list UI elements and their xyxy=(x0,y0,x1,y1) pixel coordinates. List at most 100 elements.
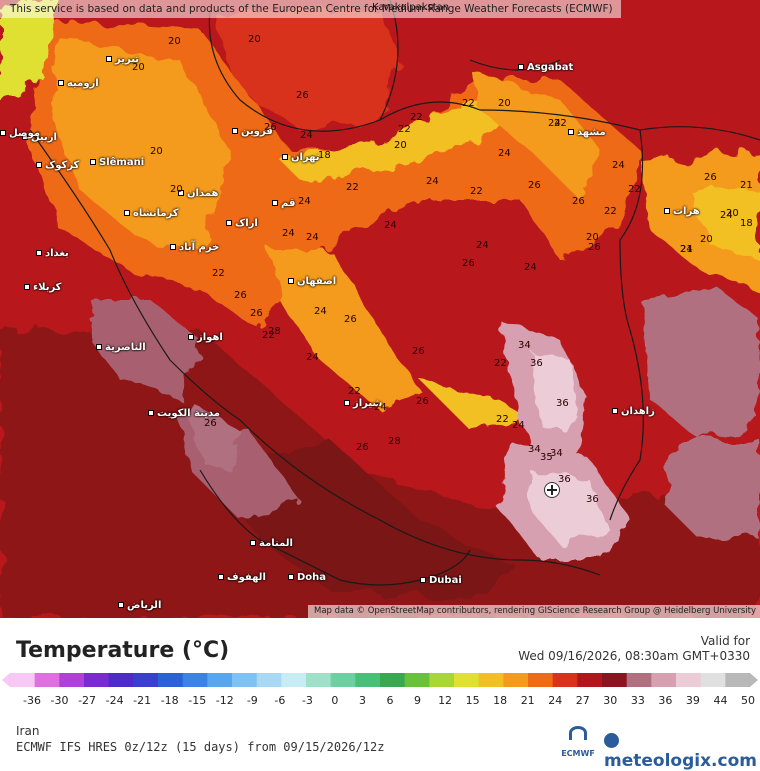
scale-tick-label: 44 xyxy=(713,694,728,707)
scale-tick-label: -21 xyxy=(133,694,152,707)
scale-tick-label: 36 xyxy=(658,694,673,707)
scale-swatch xyxy=(306,673,332,687)
contour-value: 22 xyxy=(496,414,509,425)
city-shiraz[interactable]: شیراز xyxy=(344,398,382,409)
scale-swatch xyxy=(429,673,455,687)
ecmwf-logo[interactable]: ECMWF xyxy=(560,724,596,758)
scale-swatch xyxy=(232,673,258,687)
city-mashhad[interactable]: مشهد xyxy=(568,127,606,138)
city-herat[interactable]: هرات xyxy=(664,206,700,217)
city-qom[interactable]: قم xyxy=(272,198,295,209)
city-mosul[interactable]: موصل xyxy=(0,128,40,139)
contour-value: 20 xyxy=(586,232,599,243)
city-qazvin[interactable]: قزوین xyxy=(232,126,273,137)
contour-value: 36 xyxy=(530,358,543,369)
city-doha[interactable]: Doha xyxy=(288,572,326,583)
city-erbil[interactable]: اربیل xyxy=(22,132,57,143)
contour-value: 21 xyxy=(680,244,693,255)
contour-value: 34 xyxy=(528,444,541,455)
scale-tick-label: 30 xyxy=(603,694,618,707)
city-riyadh[interactable]: الرياض xyxy=(118,600,161,611)
scale-swatch xyxy=(676,673,702,687)
city-dubai[interactable]: Dubai xyxy=(420,575,462,586)
contour-value: 26 xyxy=(234,290,247,301)
contour-value: 24 xyxy=(384,220,397,231)
city-manama[interactable]: المنامة xyxy=(250,538,293,549)
location-marker-icon[interactable] xyxy=(544,482,560,498)
scale-tick-label: 24 xyxy=(548,694,563,707)
valid-time: Wed 09/16/2026, 08:30am GMT+0330 xyxy=(518,649,750,663)
scale-tick-label: 9 xyxy=(414,694,422,707)
city-arak[interactable]: اراک xyxy=(226,218,258,229)
scale-swatch xyxy=(478,673,504,687)
scale-swatch xyxy=(158,673,184,687)
scale-swatch xyxy=(207,673,233,687)
contour-value: 22 xyxy=(212,268,225,279)
city-kirkuk[interactable]: کرکوک xyxy=(36,160,79,171)
meteologix-logo[interactable]: meteologix.com xyxy=(604,731,760,771)
contour-value: 36 xyxy=(556,398,569,409)
valid-for-label: Valid for xyxy=(700,634,750,648)
scale-tick-label: -36 xyxy=(23,694,41,707)
map-data-attribution: Map data © OpenStreetMap contributors, r… xyxy=(308,605,760,618)
city-baghdad[interactable]: بغداد xyxy=(36,248,69,259)
city-zahedan[interactable]: زاهدان xyxy=(612,406,655,417)
scale-swatch xyxy=(725,673,751,687)
brand-text: meteologix.com xyxy=(604,751,757,771)
scale-swatch xyxy=(700,673,726,687)
scale-swatch xyxy=(281,673,307,687)
scale-swatch xyxy=(380,673,406,687)
contour-value: 22 xyxy=(628,184,641,195)
contour-value: 22 xyxy=(346,182,359,193)
scale-swatch xyxy=(10,673,36,687)
contour-value: 20 xyxy=(248,34,261,45)
contour-value: 24 xyxy=(680,244,693,255)
city-tabriz[interactable]: تبریز xyxy=(106,54,139,65)
city-kuwait[interactable]: مدينة الكويت xyxy=(148,408,220,419)
city-isfahan[interactable]: اصفهان xyxy=(288,276,336,287)
city-hofuf[interactable]: الهفوف xyxy=(218,572,266,583)
contour-value: 18 xyxy=(740,218,753,229)
scale-tick-label: 50 xyxy=(741,694,755,707)
city-kermanshah[interactable]: کرمانشاه xyxy=(124,208,179,219)
contour-value: 26 xyxy=(356,442,369,453)
city-khorramabad[interactable]: خرم آباد xyxy=(170,242,219,253)
contour-value: 20 xyxy=(498,98,511,109)
contour-value: 24 xyxy=(512,420,525,431)
contour-value: 22 xyxy=(262,330,275,341)
city-karbala[interactable]: کربلاء xyxy=(24,282,62,293)
scale-swatch xyxy=(108,673,134,687)
city-nasiriyah[interactable]: الناصرية xyxy=(96,342,146,353)
scale-tick-label: 3 xyxy=(358,694,366,707)
scale-swatch xyxy=(552,673,578,687)
scale-tick-label: -9 xyxy=(246,694,258,707)
scale-tick-label: 0 xyxy=(331,694,339,707)
scale-right-arrow xyxy=(750,673,758,687)
city-hamedan[interactable]: همدان xyxy=(178,188,218,199)
contour-value: 36 xyxy=(586,494,599,505)
contour-value: 24 xyxy=(314,306,327,317)
contour-value: 26 xyxy=(572,196,585,207)
city-ashgabat[interactable]: Asgabat xyxy=(518,62,573,73)
scale-tick-label: -15 xyxy=(188,694,207,707)
scale-tick-label: -27 xyxy=(78,694,97,707)
scale-tick-label: -30 xyxy=(50,694,69,707)
color-scale-bar xyxy=(2,673,758,687)
city-ahvaz[interactable]: اهواز xyxy=(188,332,223,343)
scale-tick-label: 27 xyxy=(575,694,590,707)
contour-value: 26 xyxy=(250,308,263,319)
scale-swatch xyxy=(59,673,85,687)
contour-value: 22 xyxy=(554,118,567,129)
city-slemani[interactable]: Slêmani xyxy=(90,157,144,168)
scale-tick-label: 33 xyxy=(630,694,645,707)
scale-tick-label: 21 xyxy=(520,694,535,707)
scale-swatch xyxy=(528,673,554,687)
contour-value: 26 xyxy=(204,418,217,429)
contour-value: 24 xyxy=(300,130,313,141)
contour-value: 20 xyxy=(150,146,163,157)
city-tehran[interactable]: تهران xyxy=(282,152,320,163)
city-urmia[interactable]: ارومیه xyxy=(58,78,99,89)
temperature-map[interactable]: This service is based on data and produc… xyxy=(0,0,760,618)
contour-value: 24 xyxy=(548,118,561,129)
map-label-karakalpakstan: Karakalpakstan xyxy=(372,2,450,13)
